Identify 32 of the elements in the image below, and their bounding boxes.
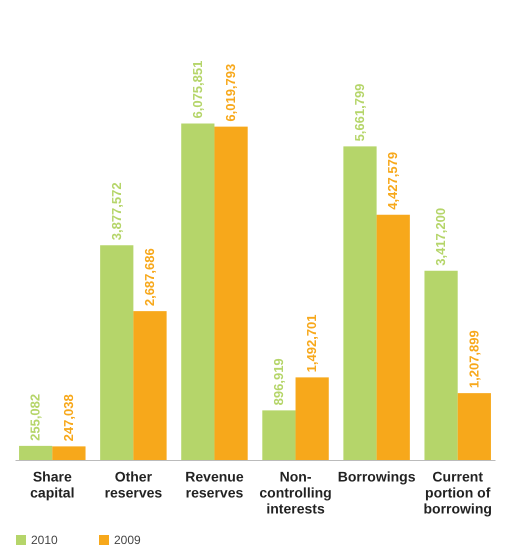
bar — [52, 446, 86, 460]
bar — [214, 126, 248, 460]
x-tick-label: Borrowings — [338, 468, 416, 484]
legend-label: 2010 — [31, 533, 58, 547]
x-tick-label: Revenue reserves — [185, 468, 244, 500]
data-label: 1,207,899 — [466, 330, 482, 388]
bar — [343, 146, 377, 460]
data-label: 247,038 — [60, 394, 76, 442]
bar — [133, 311, 167, 460]
data-label: 6,075,851 — [190, 60, 205, 118]
data-label: 255,082 — [28, 394, 43, 441]
data-label: 3,877,572 — [108, 182, 124, 240]
legend-label: 2009 — [114, 533, 142, 547]
bar — [181, 123, 214, 460]
x-tick-label: Non- controlling interests — [259, 468, 332, 516]
data-label: 6,019,793 — [223, 64, 238, 122]
bar — [19, 446, 52, 460]
bar — [424, 270, 458, 460]
data-label: 4,427,579 — [385, 152, 400, 210]
bar — [100, 245, 134, 460]
x-tick-label: Other reserves — [104, 468, 162, 500]
data-label: 3,417,200 — [433, 208, 448, 266]
data-label: 5,661,799 — [352, 84, 367, 142]
bar — [458, 393, 491, 460]
data-label: 1,492,701 — [304, 314, 320, 372]
bar — [296, 377, 329, 460]
data-label: 896,919 — [270, 358, 286, 406]
x-tick-label: Current portion of borrowing — [423, 468, 492, 516]
bar — [262, 410, 296, 460]
bar — [376, 214, 410, 460]
data-label: 2,687,686 — [142, 248, 157, 306]
x-tick-label: Share capital — [30, 468, 74, 500]
